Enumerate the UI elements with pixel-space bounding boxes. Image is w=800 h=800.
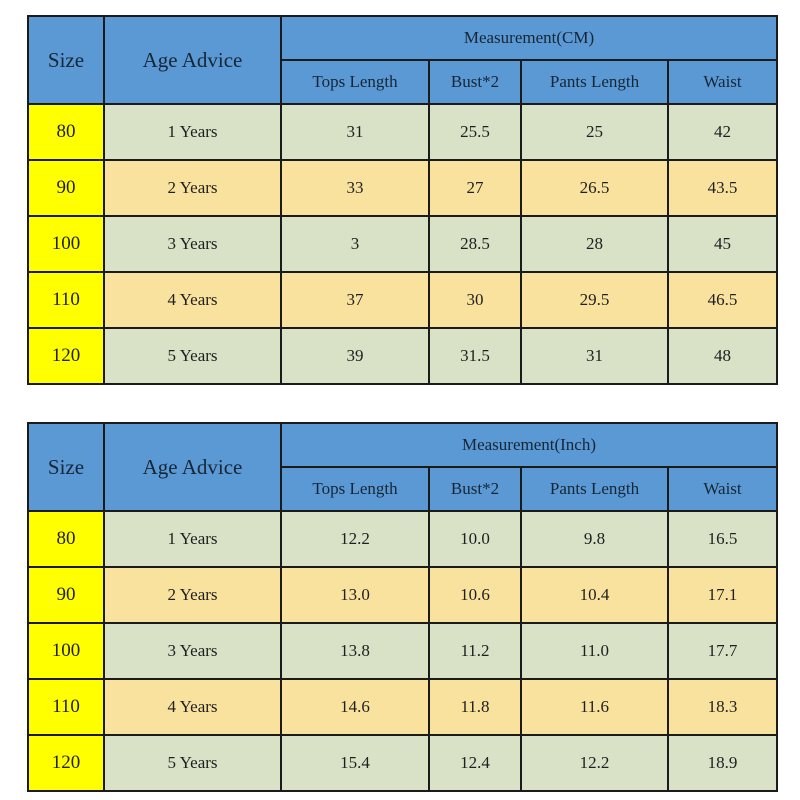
table-row: 80 1 Years 12.2 10.0 9.8 16.5	[27, 510, 778, 568]
pants-length-cell: 11.0	[520, 622, 669, 680]
tops-length-header: Tops Length	[280, 59, 430, 105]
bust-cell: 11.8	[428, 678, 522, 736]
table-row: 120 5 Years 15.4 12.4 12.2 18.9	[27, 734, 778, 792]
size-cell: 80	[27, 103, 105, 161]
bust-cell: 27	[428, 159, 522, 217]
bust-cell: 10.6	[428, 566, 522, 624]
table-row: 110 4 Years 14.6 11.8 11.6 18.3	[27, 678, 778, 736]
tops-length-cell: 31	[280, 103, 430, 161]
measurement-inch-group-header: Measurement(Inch)	[280, 422, 778, 468]
pants-length-header: Pants Length	[520, 466, 669, 512]
size-cell: 90	[27, 159, 105, 217]
pants-length-cell: 25	[520, 103, 669, 161]
size-cell: 110	[27, 271, 105, 329]
age-advice-column-header: Age Advice	[103, 422, 282, 512]
table-row: 110 4 Years 37 30 29.5 46.5	[27, 271, 778, 329]
tops-length-cell: 37	[280, 271, 430, 329]
waist-header: Waist	[667, 59, 778, 105]
header-row-sub: Tops Length Bust*2 Pants Length Waist	[28, 59, 778, 105]
pants-length-header: Pants Length	[520, 59, 669, 105]
pants-length-cell: 10.4	[520, 566, 669, 624]
age-cell: 5 Years	[103, 734, 282, 792]
age-cell: 2 Years	[103, 566, 282, 624]
age-cell: 1 Years	[103, 103, 282, 161]
size-column-header: Size	[27, 15, 105, 105]
age-cell: 4 Years	[103, 271, 282, 329]
header-row-main: Size Age Advice Measurement(CM)	[27, 15, 778, 105]
tops-length-cell: 13.8	[280, 622, 430, 680]
bust-cell: 25.5	[428, 103, 522, 161]
size-cell: 100	[27, 622, 105, 680]
table-row: 120 5 Years 39 31.5 31 48	[27, 327, 778, 385]
waist-cell: 43.5	[667, 159, 778, 217]
tops-length-cell: 3	[280, 215, 430, 273]
bust-header: Bust*2	[428, 466, 522, 512]
bust-cell: 10.0	[428, 510, 522, 568]
header-row-main: Size Age Advice Measurement(Inch)	[27, 422, 778, 512]
age-cell: 2 Years	[103, 159, 282, 217]
tops-length-cell: 15.4	[280, 734, 430, 792]
waist-cell: 17.7	[667, 622, 778, 680]
waist-header: Waist	[667, 466, 778, 512]
bust-header: Bust*2	[428, 59, 522, 105]
size-column-header: Size	[27, 422, 105, 512]
waist-cell: 42	[667, 103, 778, 161]
table-row: 80 1 Years 31 25.5 25 42	[27, 103, 778, 161]
waist-cell: 46.5	[667, 271, 778, 329]
table-row: 100 3 Years 13.8 11.2 11.0 17.7	[27, 622, 778, 680]
waist-cell: 48	[667, 327, 778, 385]
bust-cell: 28.5	[428, 215, 522, 273]
age-cell: 1 Years	[103, 510, 282, 568]
bust-cell: 30	[428, 271, 522, 329]
tops-length-cell: 33	[280, 159, 430, 217]
measurement-cm-group-header: Measurement(CM)	[280, 15, 778, 61]
age-cell: 3 Years	[103, 215, 282, 273]
pants-length-cell: 12.2	[520, 734, 669, 792]
size-cell: 100	[27, 215, 105, 273]
bust-cell: 31.5	[428, 327, 522, 385]
bust-cell: 12.4	[428, 734, 522, 792]
pants-length-cell: 9.8	[520, 510, 669, 568]
size-cell: 110	[27, 678, 105, 736]
table-row: 90 2 Years 13.0 10.6 10.4 17.1	[27, 566, 778, 624]
waist-cell: 16.5	[667, 510, 778, 568]
tops-length-cell: 14.6	[280, 678, 430, 736]
header-row-sub: Tops Length Bust*2 Pants Length Waist	[28, 466, 778, 512]
size-table-cm: Size Age Advice Measurement(CM) Tops Len…	[27, 15, 778, 385]
size-cell: 120	[27, 327, 105, 385]
waist-cell: 18.3	[667, 678, 778, 736]
tops-length-cell: 39	[280, 327, 430, 385]
waist-cell: 45	[667, 215, 778, 273]
age-cell: 4 Years	[103, 678, 282, 736]
age-cell: 5 Years	[103, 327, 282, 385]
age-advice-column-header: Age Advice	[103, 15, 282, 105]
size-cell: 120	[27, 734, 105, 792]
bust-cell: 11.2	[428, 622, 522, 680]
size-table-inch: Size Age Advice Measurement(Inch) Tops L…	[27, 422, 778, 792]
pants-length-cell: 29.5	[520, 271, 669, 329]
pants-length-cell: 28	[520, 215, 669, 273]
tops-length-cell: 12.2	[280, 510, 430, 568]
size-cell: 90	[27, 566, 105, 624]
table-row: 100 3 Years 3 28.5 28 45	[27, 215, 778, 273]
tops-length-header: Tops Length	[280, 466, 430, 512]
table-row: 90 2 Years 33 27 26.5 43.5	[27, 159, 778, 217]
pants-length-cell: 26.5	[520, 159, 669, 217]
waist-cell: 18.9	[667, 734, 778, 792]
tops-length-cell: 13.0	[280, 566, 430, 624]
size-cell: 80	[27, 510, 105, 568]
waist-cell: 17.1	[667, 566, 778, 624]
pants-length-cell: 31	[520, 327, 669, 385]
pants-length-cell: 11.6	[520, 678, 669, 736]
age-cell: 3 Years	[103, 622, 282, 680]
